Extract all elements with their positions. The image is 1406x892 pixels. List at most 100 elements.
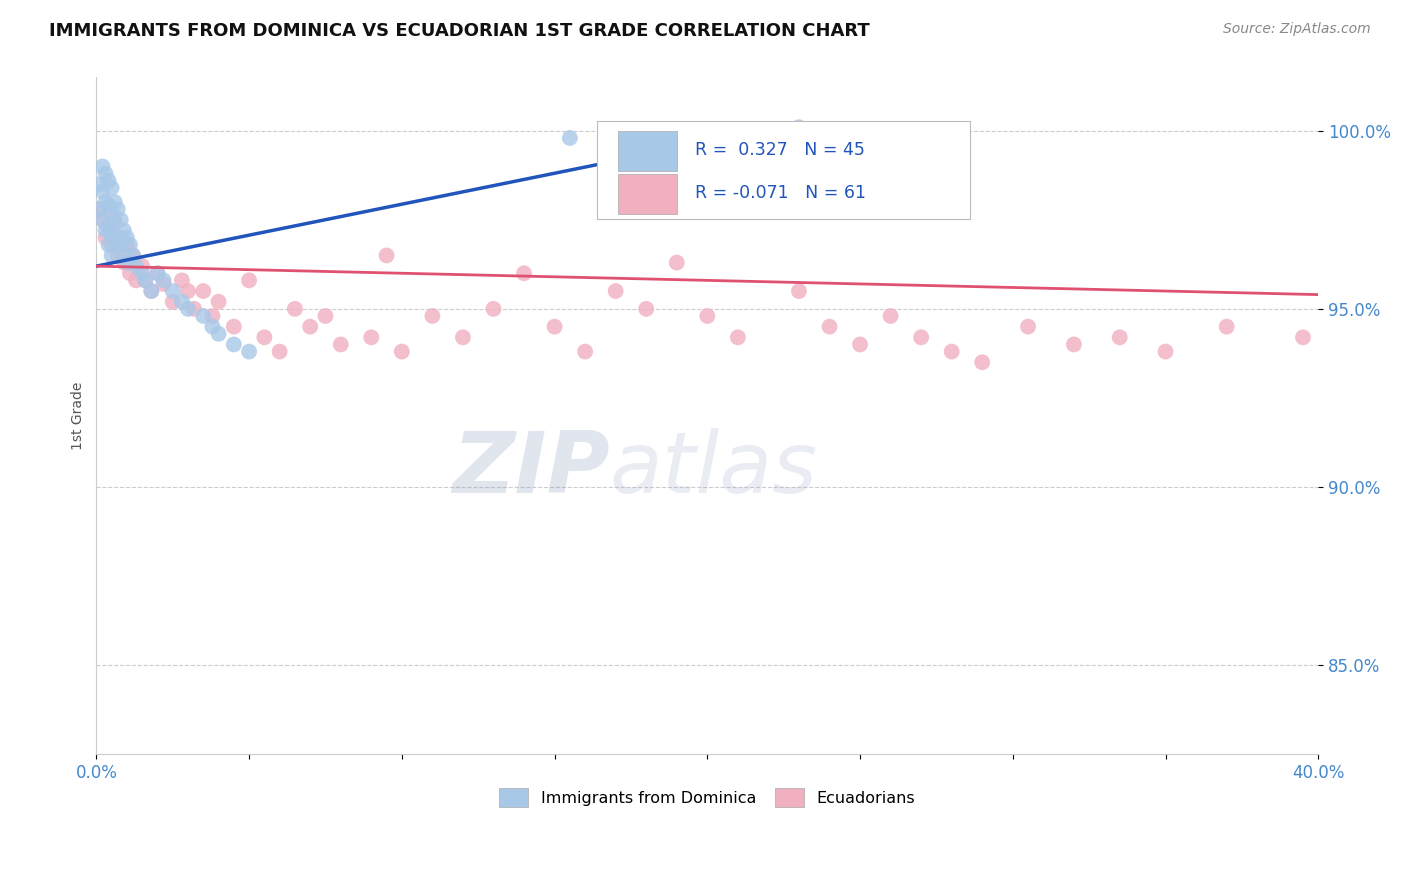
Point xyxy=(605,284,627,298)
Point xyxy=(787,120,810,135)
Point xyxy=(118,237,141,252)
Point xyxy=(253,330,276,344)
Point xyxy=(299,319,322,334)
Point xyxy=(558,131,581,145)
Point xyxy=(284,301,307,316)
Point xyxy=(696,309,718,323)
Point xyxy=(513,266,536,280)
Point xyxy=(107,248,129,262)
Point xyxy=(152,273,174,287)
Point xyxy=(100,248,122,262)
Point xyxy=(162,284,184,298)
Point xyxy=(941,344,963,359)
Point xyxy=(375,248,398,262)
Point xyxy=(391,344,413,359)
Point xyxy=(201,319,224,334)
Point xyxy=(110,230,132,244)
Point xyxy=(100,237,122,252)
Point xyxy=(112,255,135,269)
Point xyxy=(636,301,658,316)
Point xyxy=(89,202,111,216)
Point xyxy=(758,167,780,181)
Point xyxy=(125,259,148,273)
Point xyxy=(1108,330,1130,344)
Point xyxy=(141,284,163,298)
Point xyxy=(910,330,932,344)
Point xyxy=(107,230,129,244)
Point xyxy=(482,301,505,316)
Text: ZIP: ZIP xyxy=(451,428,610,511)
Point xyxy=(100,181,122,195)
Point xyxy=(162,294,184,309)
Legend: Immigrants from Dominica, Ecuadorians: Immigrants from Dominica, Ecuadorians xyxy=(494,781,922,814)
Point xyxy=(97,237,120,252)
FancyBboxPatch shape xyxy=(598,121,970,219)
Point xyxy=(104,212,127,227)
Point xyxy=(238,273,260,287)
Point xyxy=(177,301,200,316)
Text: atlas: atlas xyxy=(610,428,817,511)
Point xyxy=(146,266,169,280)
Point xyxy=(879,309,901,323)
Point xyxy=(152,277,174,291)
Point xyxy=(543,319,565,334)
Point xyxy=(125,273,148,287)
Point xyxy=(110,212,132,227)
Point xyxy=(97,219,120,234)
Point xyxy=(134,273,156,287)
Point xyxy=(787,284,810,298)
Point xyxy=(122,248,145,262)
Point xyxy=(94,195,117,210)
Point xyxy=(818,319,841,334)
Point xyxy=(97,198,120,212)
Point xyxy=(1154,344,1177,359)
Text: IMMIGRANTS FROM DOMINICA VS ECUADORIAN 1ST GRADE CORRELATION CHART: IMMIGRANTS FROM DOMINICA VS ECUADORIAN 1… xyxy=(49,22,870,40)
Point xyxy=(118,266,141,280)
Point xyxy=(314,309,336,323)
Point xyxy=(1215,319,1237,334)
Point xyxy=(89,178,111,192)
Point xyxy=(222,319,245,334)
Bar xyxy=(619,174,676,213)
Point xyxy=(451,330,474,344)
Text: Source: ZipAtlas.com: Source: ZipAtlas.com xyxy=(1223,22,1371,37)
Point xyxy=(360,330,382,344)
Point xyxy=(1063,337,1085,351)
Point xyxy=(104,195,127,210)
Point xyxy=(141,284,163,298)
Point xyxy=(269,344,291,359)
Point xyxy=(91,185,114,199)
Point xyxy=(104,216,127,230)
Point xyxy=(89,202,111,216)
Point xyxy=(115,237,138,252)
Point xyxy=(112,223,135,237)
Point xyxy=(1017,319,1039,334)
Point xyxy=(112,248,135,262)
Point xyxy=(193,309,215,323)
Point xyxy=(170,273,193,287)
Text: R =  0.327   N = 45: R = 0.327 N = 45 xyxy=(695,141,865,160)
Point xyxy=(574,344,596,359)
Point xyxy=(727,330,749,344)
Point xyxy=(201,309,224,323)
Point xyxy=(94,223,117,237)
Point xyxy=(222,337,245,351)
Point xyxy=(100,205,122,219)
Point xyxy=(94,167,117,181)
Point xyxy=(110,237,132,252)
Point xyxy=(238,344,260,359)
Point xyxy=(329,337,352,351)
Point xyxy=(1292,330,1315,344)
Point xyxy=(100,227,122,241)
Point xyxy=(91,212,114,227)
Point xyxy=(115,230,138,244)
Bar xyxy=(619,131,676,170)
Point xyxy=(104,237,127,252)
Point xyxy=(91,160,114,174)
Point xyxy=(131,266,153,280)
Point xyxy=(170,294,193,309)
Point xyxy=(146,266,169,280)
Point xyxy=(122,248,145,262)
Point xyxy=(207,294,229,309)
Point xyxy=(972,355,994,369)
